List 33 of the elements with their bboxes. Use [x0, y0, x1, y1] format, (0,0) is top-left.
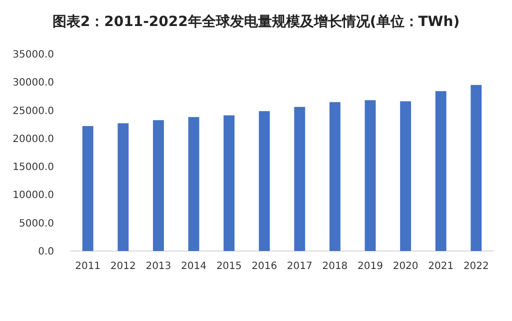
- y-tick-label: 35000.0: [12, 50, 54, 60]
- x-tick-label: 2017: [286, 261, 312, 272]
- bar: [152, 120, 164, 251]
- y-tick-label: 10000.0: [12, 190, 54, 202]
- x-tick-label: 2016: [252, 261, 278, 272]
- bar: [294, 106, 306, 251]
- x-tick-label: 2012: [110, 261, 136, 272]
- x-tick-label: 2019: [358, 261, 383, 272]
- x-tick-label: 2021: [428, 261, 454, 272]
- y-tick-label: 25000.0: [12, 106, 54, 117]
- y-tick-label: 30000.0: [12, 78, 54, 89]
- bar: [364, 100, 376, 251]
- x-tick-label: 2018: [322, 261, 348, 272]
- bar: [435, 91, 446, 251]
- x-tick-label: 2014: [181, 261, 206, 272]
- bar: [400, 101, 412, 251]
- bar: [188, 117, 200, 251]
- bar: [224, 115, 235, 251]
- y-tick-label: 0.0: [38, 246, 54, 258]
- x-tick-label: 2022: [463, 261, 489, 272]
- chart-title: 图表2：2011-2022年全球发电量规模及增长情况(单位：TWh): [52, 14, 460, 30]
- bar: [329, 102, 340, 251]
- bar: [118, 123, 129, 251]
- bar: [82, 126, 94, 251]
- y-tick-label: 20000.0: [12, 134, 54, 145]
- x-tick-label: 2011: [75, 261, 101, 272]
- y-tick-label: 5000.0: [19, 218, 54, 230]
- y-tick-label: 15000.0: [12, 162, 54, 174]
- x-tick-label: 2013: [146, 261, 172, 272]
- bar: [258, 111, 270, 251]
- x-tick-label: 2020: [392, 261, 418, 272]
- bar: [470, 84, 482, 251]
- x-tick-label: 2015: [216, 261, 242, 272]
